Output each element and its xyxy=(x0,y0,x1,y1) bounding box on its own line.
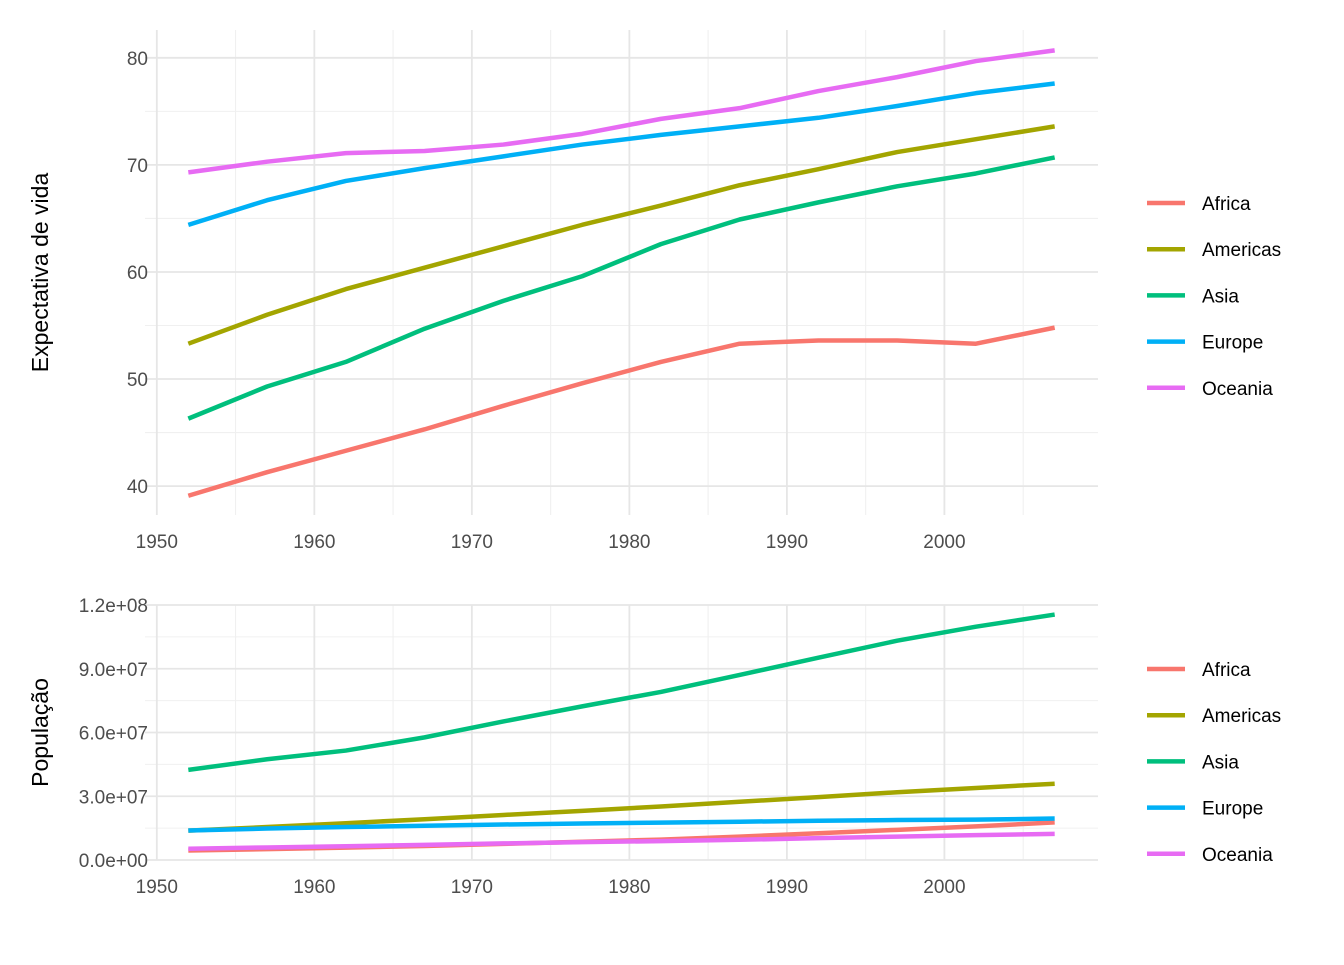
series-line-europe xyxy=(188,816,1055,833)
series-line-asia xyxy=(187,155,1056,421)
x-tick-label: 1950 xyxy=(136,877,178,898)
y-tick-label: 6.0e+07 xyxy=(79,724,148,745)
x-tick-label: 1990 xyxy=(766,532,808,553)
population-gridlines xyxy=(145,604,1098,861)
population-chart: 1950 1960 1970 1980 1990 2000 0.0e+00 3.0e+07 6.… xyxy=(27,596,1281,898)
life-expectancy-legend: Africa Americas Asia Europe Oceania xyxy=(1147,194,1281,400)
legend-label-europe: Europe xyxy=(1202,333,1263,354)
series-line-africa xyxy=(187,325,1056,498)
series-line-europe xyxy=(187,81,1055,228)
y-tick-label: 3.0e+07 xyxy=(79,787,148,808)
y-axis-title: População xyxy=(27,678,53,787)
legend-label-africa: Africa xyxy=(1202,194,1251,215)
legend-label-africa: Africa xyxy=(1202,660,1251,681)
legend-label-asia: Asia xyxy=(1202,752,1239,773)
life-expectancy-chart: 1950 1960 1970 1980 1990 2000 40 50 60 70 80 Expect… xyxy=(27,30,1281,553)
y-tick-label: 0.0e+00 xyxy=(79,851,148,872)
x-tick-label: 2000 xyxy=(923,877,965,898)
series-line-americas xyxy=(188,781,1055,833)
y-tick-label: 50 xyxy=(127,370,148,391)
x-tick-label: 1980 xyxy=(608,532,650,553)
legend-label-oceania: Oceania xyxy=(1202,379,1273,400)
x-tick-label: 1960 xyxy=(293,877,335,898)
y-tick-label: 40 xyxy=(127,477,148,498)
y-tick-label: 80 xyxy=(127,49,148,70)
population-legend: Africa Americas Asia Europe Oceania xyxy=(1147,660,1281,866)
x-tick-label: 1970 xyxy=(451,877,493,898)
legend-label-europe: Europe xyxy=(1202,799,1263,820)
y-tick-label: 60 xyxy=(127,263,148,284)
x-tick-label: 1980 xyxy=(608,877,650,898)
series-line-oceania xyxy=(188,48,1055,175)
legend-label-americas: Americas xyxy=(1202,706,1281,727)
x-tick-label: 1990 xyxy=(766,877,808,898)
legend-label-americas: Americas xyxy=(1202,240,1281,261)
legend-label-oceania: Oceania xyxy=(1202,845,1273,866)
life-expectancy-gridlines xyxy=(145,30,1098,515)
series-line-asia xyxy=(188,612,1056,773)
x-tick-label: 1970 xyxy=(451,532,493,553)
y-tick-label: 9.0e+07 xyxy=(79,660,148,681)
y-tick-label: 70 xyxy=(127,156,148,177)
y-axis-title: Expectativa de vida xyxy=(27,173,53,373)
x-tick-label: 2000 xyxy=(923,532,965,553)
y-tick-label: 1.2e+08 xyxy=(79,596,148,617)
legend-label-asia: Asia xyxy=(1202,286,1239,307)
series-line-americas xyxy=(187,124,1056,346)
series-line-oceania xyxy=(188,831,1055,851)
x-tick-label: 1950 xyxy=(136,532,178,553)
x-tick-label: 1960 xyxy=(293,532,335,553)
